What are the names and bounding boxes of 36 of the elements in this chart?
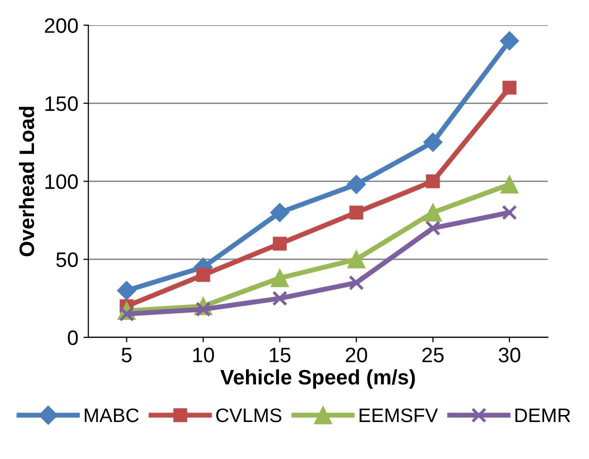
x-tick-label: 5: [122, 348, 132, 362]
point: [272, 290, 288, 306]
legend-label: CVLMS: [216, 408, 282, 422]
point: [117, 281, 136, 300]
x-tick-label: 20: [346, 348, 368, 362]
point: [425, 220, 441, 236]
point: [502, 204, 518, 220]
legend-label: DEMR: [515, 408, 570, 422]
legend-label: EEMSFV: [360, 408, 438, 422]
y-tick-label: 200: [44, 18, 78, 33]
point: [118, 306, 134, 322]
point: [502, 80, 516, 95]
y-tick-label: 100: [45, 174, 78, 190]
point: [424, 203, 442, 222]
point: [196, 268, 210, 282]
point: [349, 206, 364, 220]
point: [426, 174, 440, 188]
point: [272, 236, 287, 251]
point: [423, 132, 442, 152]
y-axis-title: Overhead Load: [18, 106, 34, 256]
point: [270, 269, 289, 288]
x-tick-label: 10: [193, 348, 214, 362]
y-tick-label: 50: [56, 252, 78, 268]
x-axis-title: Vehicle Speed (m/s): [220, 369, 415, 389]
y-tick-label: 150: [45, 96, 78, 112]
x-tick-label: 15: [270, 348, 290, 362]
point: [270, 202, 290, 222]
point: [347, 250, 366, 268]
point: [500, 175, 519, 194]
y-tick-label: 0: [68, 330, 78, 346]
point: [346, 174, 366, 194]
point: [500, 31, 520, 50]
legend-label: MABC: [84, 408, 139, 422]
x-tick-label: 30: [498, 348, 520, 362]
point: [348, 275, 364, 290]
x-tick-label: 25: [422, 348, 444, 362]
